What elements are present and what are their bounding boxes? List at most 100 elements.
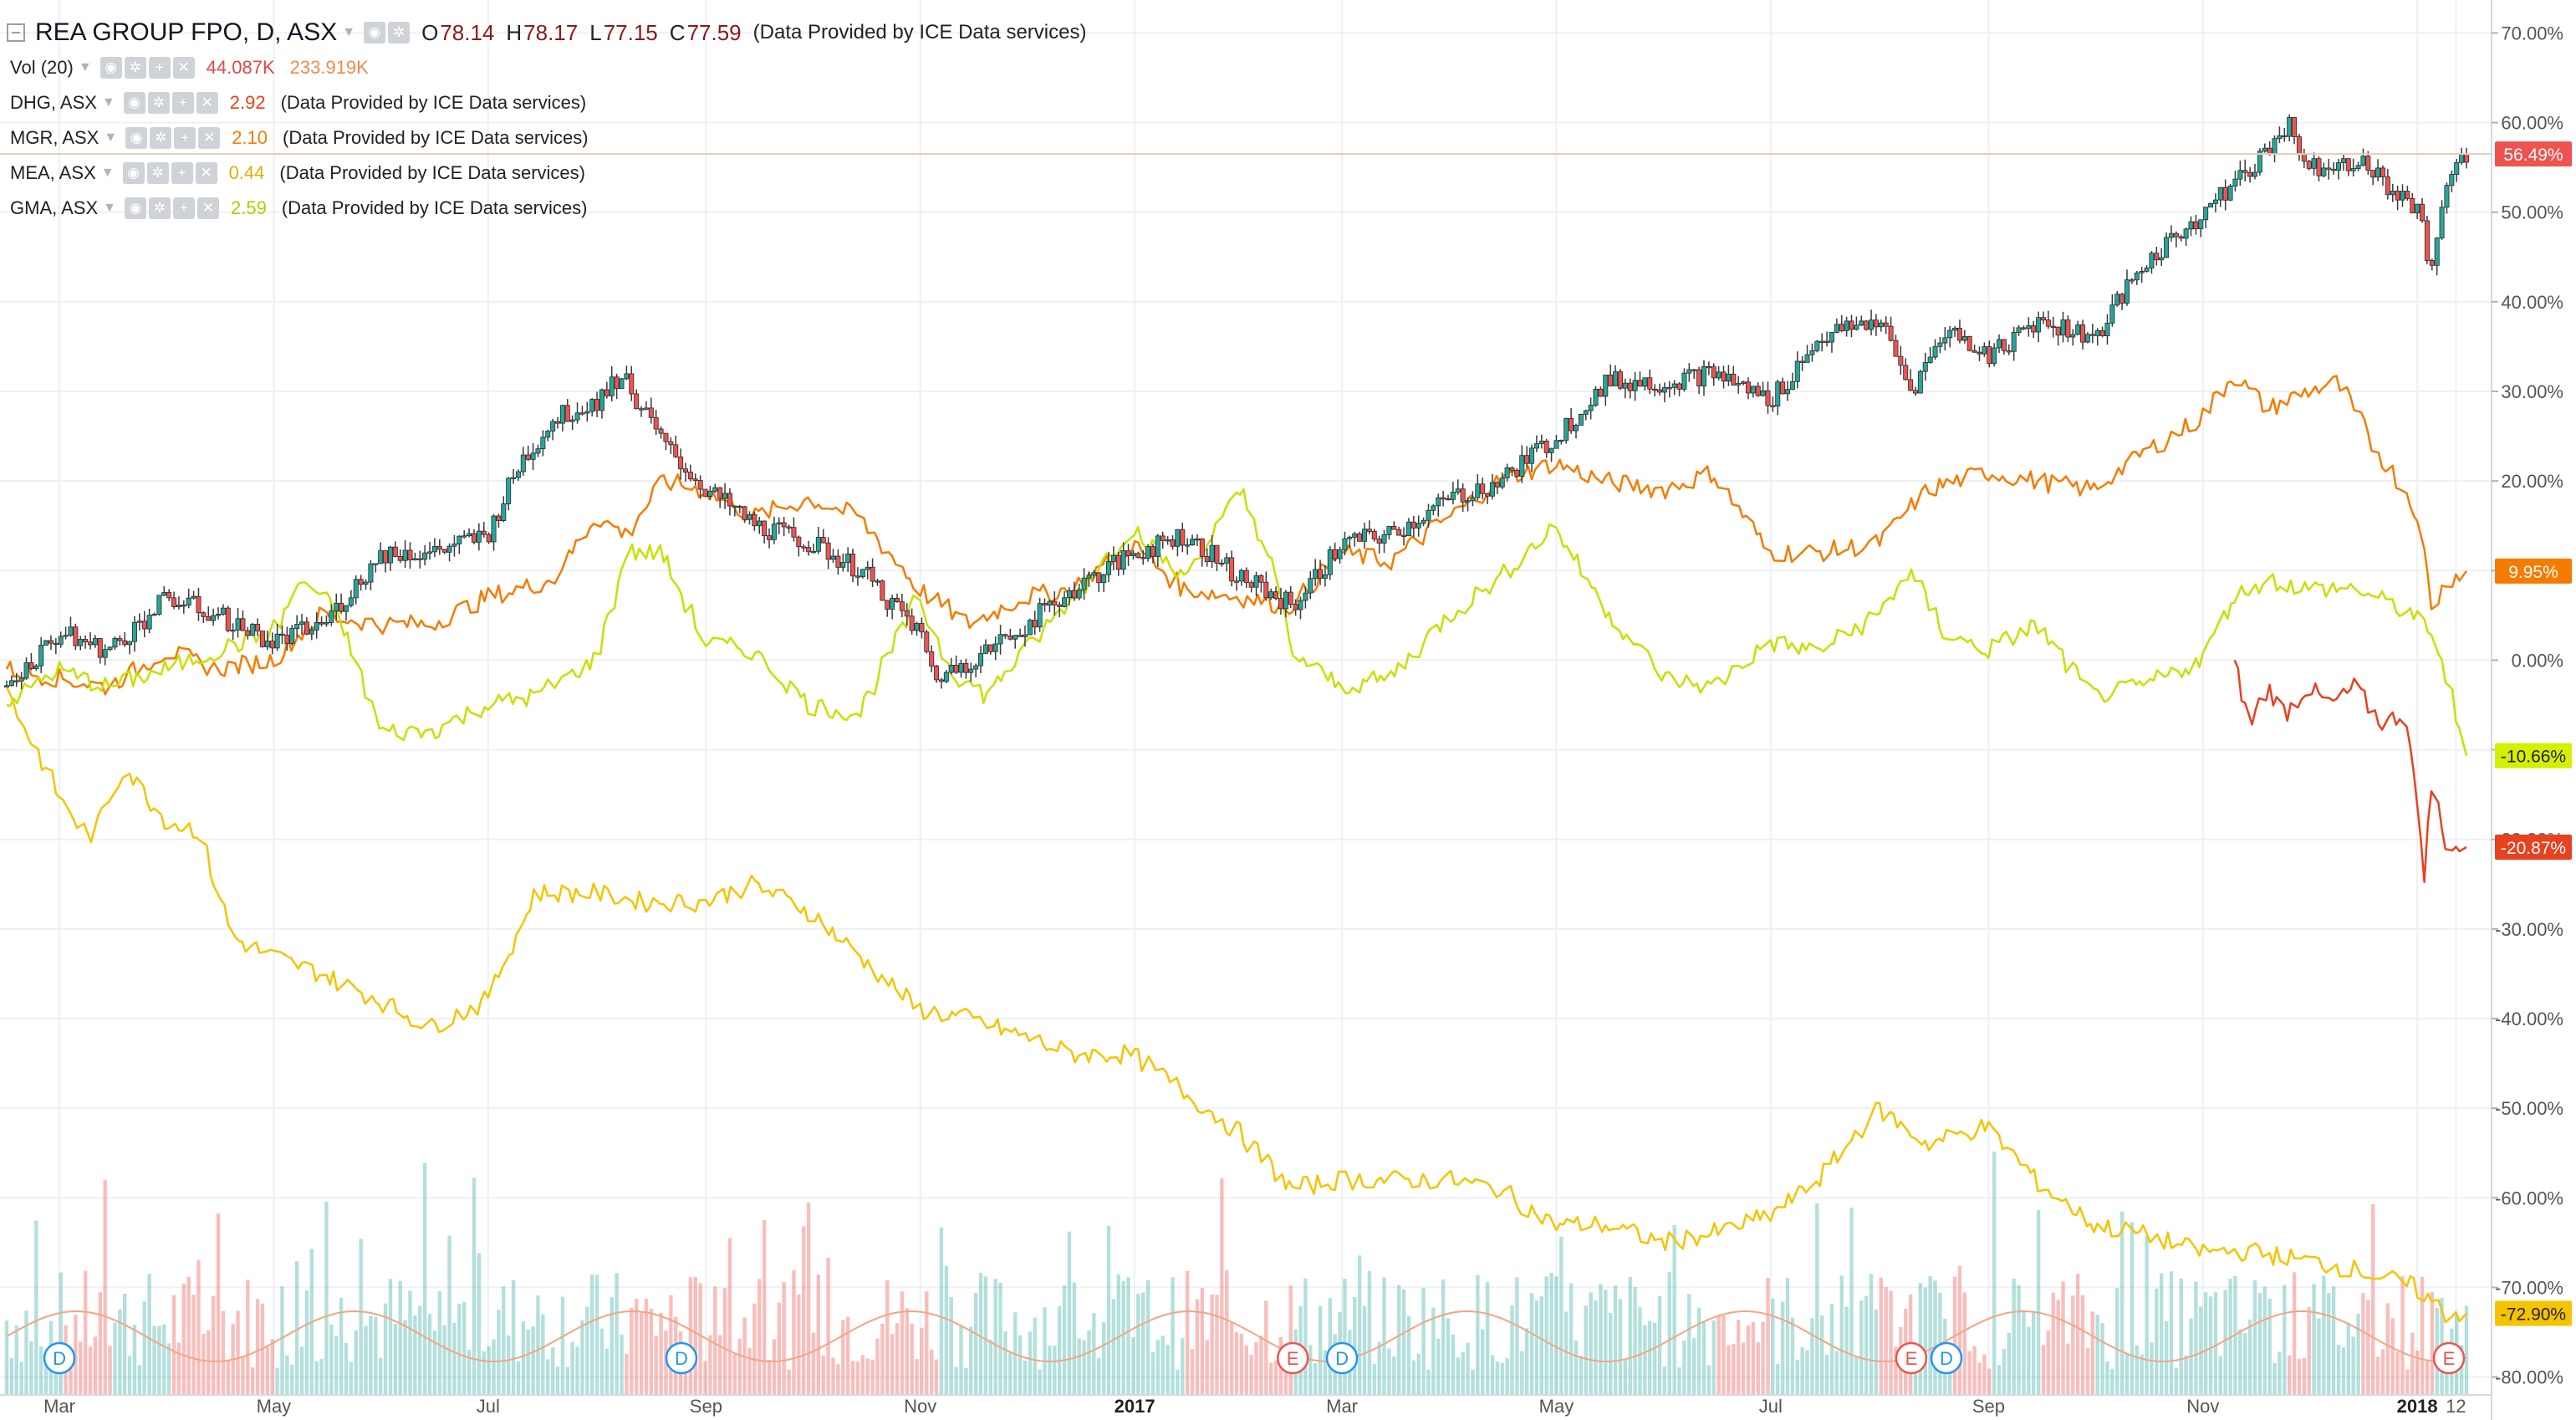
- candle-body: [2301, 154, 2307, 162]
- chevron-down-icon[interactable]: ▼: [78, 60, 92, 74]
- gear-icon[interactable]: ✲: [147, 92, 170, 114]
- symbol-title[interactable]: REA GROUP FPO, D, ASX: [35, 18, 338, 46]
- chevron-down-icon[interactable]: ▼: [342, 25, 356, 39]
- candle-body: [112, 638, 118, 648]
- earnings-event-marker[interactable]: E: [2432, 1341, 2466, 1375]
- candle-body: [1652, 388, 1658, 391]
- volume-bar: [659, 1312, 663, 1395]
- close-icon[interactable]: ✕: [198, 127, 221, 149]
- compare-name[interactable]: GMA, ASX: [10, 197, 99, 218]
- candle-body: [1185, 544, 1191, 547]
- candle-body: [963, 662, 969, 673]
- volume-bar: [2027, 1326, 2031, 1395]
- volume-bar: [374, 1316, 378, 1395]
- compare-name[interactable]: DHG, ASX: [10, 92, 97, 113]
- earnings-event-marker[interactable]: E: [1895, 1341, 1928, 1375]
- chevron-down-icon[interactable]: ▼: [103, 201, 116, 215]
- volume-name[interactable]: Vol (20): [10, 57, 74, 78]
- chevron-down-icon[interactable]: ▼: [100, 166, 115, 180]
- eye-icon[interactable]: ◉: [122, 162, 145, 184]
- close-icon[interactable]: ✕: [172, 57, 195, 79]
- gear-icon[interactable]: ✲: [146, 162, 169, 184]
- volume-bar: [324, 1201, 329, 1395]
- candle-body: [324, 622, 329, 625]
- eye-icon[interactable]: ◉: [123, 92, 145, 114]
- close-icon[interactable]: ✕: [197, 197, 219, 219]
- candle-body: [1485, 493, 1491, 497]
- volume-bar: [207, 1330, 211, 1395]
- volume-bar: [1471, 1369, 1475, 1395]
- volume-bar: [54, 1364, 59, 1395]
- compare-name[interactable]: MGR, ASX: [10, 127, 99, 148]
- volume-bar: [1264, 1300, 1268, 1395]
- volume-bar: [777, 1302, 781, 1395]
- gear-icon[interactable]: ✲: [149, 197, 171, 219]
- close-icon[interactable]: ✕: [196, 92, 218, 114]
- volume-bar: [1884, 1287, 1888, 1395]
- volume-bar: [1633, 1287, 1637, 1395]
- y-tick-label: -30.00%: [2495, 919, 2563, 940]
- plus-icon[interactable]: +: [171, 162, 193, 184]
- candle-body: [2031, 325, 2037, 333]
- compare-name[interactable]: MEA, ASX: [10, 162, 96, 183]
- eye-icon[interactable]: ◉: [125, 127, 148, 149]
- gear-icon[interactable]: ✲: [124, 57, 146, 79]
- volume-bar: [2056, 1300, 2060, 1395]
- candle-body: [1726, 373, 1732, 382]
- plus-icon[interactable]: +: [148, 57, 171, 79]
- eye-icon[interactable]: ◉: [364, 22, 386, 43]
- eye-icon[interactable]: ◉: [125, 197, 146, 219]
- volume-bar: [2213, 1292, 2218, 1395]
- candle-body: [865, 566, 870, 570]
- event-circle: [1276, 1341, 1309, 1375]
- candle-body: [2168, 232, 2174, 238]
- candle-body: [506, 478, 512, 504]
- volume-bar: [649, 1308, 654, 1395]
- volume-bar: [1101, 1322, 1106, 1395]
- candle-body: [2429, 260, 2435, 266]
- volume-bar: [398, 1280, 402, 1395]
- eye-icon[interactable]: ◉: [99, 57, 122, 79]
- candle-body: [1436, 497, 1441, 507]
- collapse-icon[interactable]: [7, 23, 25, 42]
- series-line: [2233, 659, 2467, 883]
- dividend-event-marker[interactable]: D: [43, 1341, 76, 1375]
- candle-body: [742, 506, 747, 520]
- volume-bar: [132, 1324, 137, 1395]
- candle-body: [1819, 340, 1825, 343]
- candle-body: [18, 677, 24, 682]
- candle-body: [1405, 521, 1411, 537]
- close-icon[interactable]: ✕: [195, 162, 217, 184]
- gear-icon[interactable]: ✲: [150, 127, 172, 149]
- candle-body: [309, 630, 314, 635]
- volume-bar: [427, 1314, 432, 1395]
- candle-body: [1342, 538, 1348, 550]
- chevron-down-icon[interactable]: ▼: [101, 95, 115, 110]
- volume-bar: [171, 1295, 176, 1395]
- dividend-event-marker[interactable]: D: [1325, 1341, 1359, 1375]
- chevron-down-icon[interactable]: ▼: [104, 130, 118, 145]
- gear-icon[interactable]: ✲: [388, 22, 411, 43]
- earnings-event-marker[interactable]: E: [1276, 1341, 1309, 1375]
- volume-bar: [1451, 1334, 1456, 1395]
- candle-body: [1804, 354, 1810, 363]
- volume-bar: [255, 1299, 260, 1395]
- plus-icon[interactable]: +: [173, 197, 195, 219]
- volume-bar: [1362, 1305, 1367, 1395]
- plus-icon[interactable]: +: [171, 92, 194, 114]
- candle-body: [899, 601, 905, 611]
- dividend-event-marker[interactable]: D: [1930, 1341, 1963, 1375]
- dividend-event-marker[interactable]: D: [665, 1341, 698, 1375]
- series-line: [5, 687, 2467, 1324]
- volume-bar: [2174, 1367, 2179, 1395]
- candle-body: [2449, 174, 2455, 186]
- price-candles: [0, 114, 2492, 690]
- candle-body: [1135, 553, 1141, 558]
- volume-bar: [1589, 1292, 1593, 1395]
- candle-body: [436, 545, 442, 550]
- candle-body: [397, 556, 403, 561]
- plus-icon[interactable]: +: [174, 127, 196, 149]
- candle-body: [38, 645, 44, 667]
